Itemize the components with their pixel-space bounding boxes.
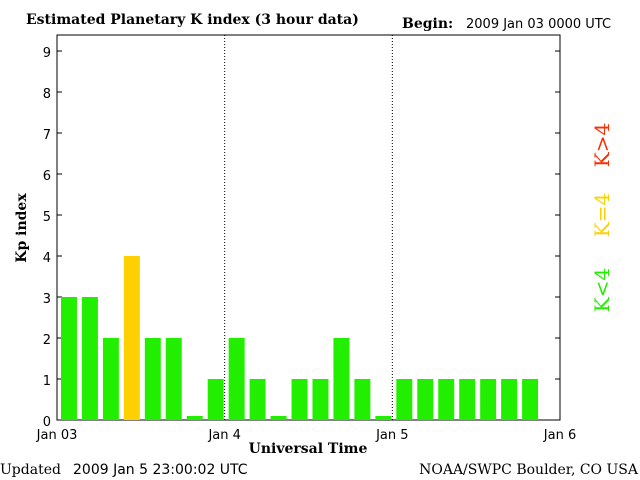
kp-bar (396, 379, 413, 420)
kp-bar (81, 297, 98, 420)
kp-bar (291, 379, 308, 420)
y-tick-label: 5 (43, 210, 51, 225)
updated-label: Updated (0, 462, 61, 478)
x-tick-label: Jan 4 (207, 428, 240, 443)
kp-bar (312, 379, 329, 420)
day-separators (224, 35, 393, 420)
chart-title: Estimated Planetary K index (3 hour data… (26, 12, 359, 28)
begin-label: Begin: (402, 16, 453, 32)
kp-bar (417, 379, 434, 420)
y-axis-label: Kp index (14, 193, 30, 263)
legend-item: K=4 (590, 193, 614, 237)
kp-bar (186, 416, 203, 420)
bars (61, 256, 539, 420)
legend: K<4 K=4 K>4 (590, 123, 614, 312)
kp-bar (102, 338, 119, 420)
kp-bar (270, 416, 287, 420)
kp-bar (501, 379, 518, 420)
y-tick-label: 1 (43, 374, 51, 389)
x-axis: Jan 03 Jan 4 Jan 5 Jan 6 (36, 428, 577, 443)
legend-item: K>4 (590, 123, 614, 167)
y-tick-label: 0 (43, 415, 51, 430)
x-tick-label: Jan 03 (36, 428, 78, 443)
kp-bar (438, 379, 455, 420)
legend-item: K<4 (590, 268, 614, 312)
kp-bar (228, 338, 245, 420)
x-axis-label: Universal Time (249, 441, 368, 457)
kp-bar (249, 379, 266, 420)
y-axis: 0 1 2 3 4 5 6 7 8 9 (43, 46, 560, 430)
kp-bar (459, 379, 476, 420)
kp-bar (333, 338, 350, 420)
kp-bar (123, 256, 140, 420)
kp-bar (207, 379, 224, 420)
kp-bar (144, 338, 161, 420)
kp-bar (375, 416, 392, 420)
y-tick-label: 8 (43, 87, 51, 102)
updated-value: 2009 Jan 5 23:00:02 UTC (73, 462, 248, 478)
x-tick-label: Jan 5 (375, 428, 408, 443)
begin-value: 2009 Jan 03 0000 UTC (466, 17, 611, 32)
y-tick-label: 9 (43, 46, 51, 61)
y-tick-label: 7 (43, 128, 51, 143)
kp-bar (522, 379, 539, 420)
y-tick-label: 4 (43, 251, 51, 266)
kp-bar (61, 297, 77, 420)
y-tick-label: 3 (43, 292, 51, 307)
kp-bar (480, 379, 497, 420)
source-credit: NOAA/SWPC Boulder, CO USA (419, 462, 639, 478)
plot-frame (56, 34, 561, 421)
kp-bar (165, 338, 182, 420)
kp-bar (354, 379, 371, 420)
x-tick-label: Jan 6 (543, 428, 576, 443)
y-tick-label: 6 (43, 169, 51, 184)
y-tick-label: 2 (43, 333, 51, 348)
